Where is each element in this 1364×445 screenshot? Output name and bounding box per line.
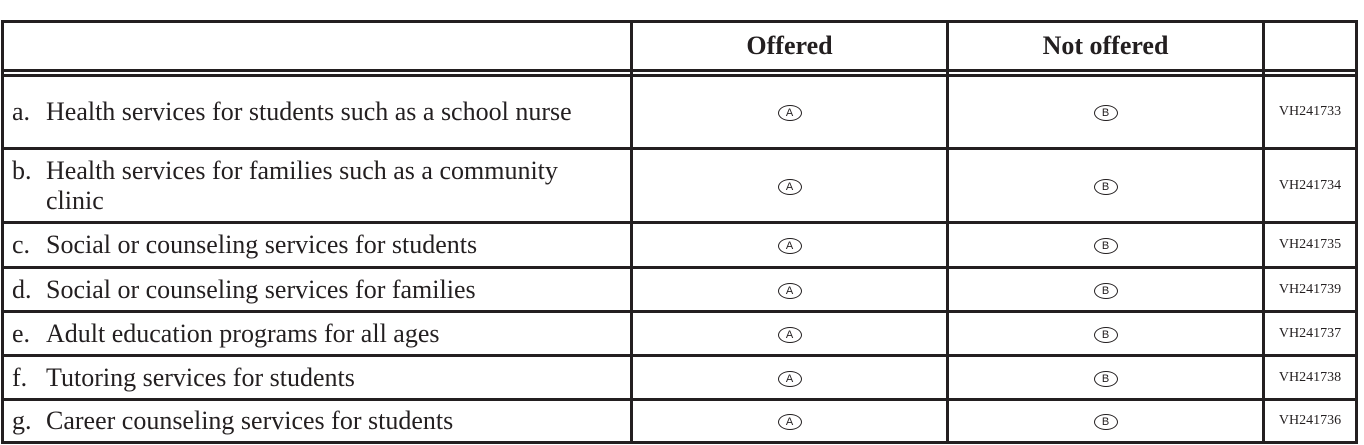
offered-bubble[interactable]: A — [777, 105, 802, 121]
not-offered-cell: B — [946, 266, 1265, 313]
item-letter: g. — [12, 406, 32, 435]
not-offered-bubble[interactable]: B — [1093, 326, 1118, 343]
item-code: VH241737 — [1262, 310, 1358, 357]
offered-bubble[interactable]: A — [777, 178, 802, 195]
offered-cell: A — [630, 74, 949, 150]
item-text: Health services for families such as a c… — [46, 155, 558, 215]
not-offered-cell: B — [946, 310, 1265, 357]
item-code: VH241734 — [1262, 147, 1358, 224]
item-text: Adult education programs for all ages — [46, 318, 440, 348]
offered-cell: A — [630, 266, 949, 313]
item-letter: a. — [12, 97, 31, 126]
table-row: f. Tutoring services for students A B VH2… — [1, 354, 1358, 401]
not-offered-bubble[interactable]: B — [1093, 414, 1118, 430]
item-cell: f. Tutoring services for students — [1, 354, 633, 401]
item-text: Health services for students such as a s… — [46, 97, 572, 126]
not-offered-bubble[interactable]: B — [1093, 178, 1118, 195]
offered-bubble[interactable]: A — [777, 414, 802, 430]
not-offered-bubble[interactable]: B — [1093, 105, 1118, 121]
not-offered-cell: B — [946, 354, 1265, 401]
not-offered-bubble[interactable]: B — [1093, 370, 1118, 387]
offered-cell: A — [630, 310, 949, 357]
item-text: Career counseling services for students — [46, 406, 454, 435]
item-letter: e. — [12, 318, 31, 348]
header-item — [1, 20, 633, 72]
item-cell: d. Social or counseling services for fami… — [1, 266, 633, 313]
header-row: Offered Not offered — [1, 20, 1358, 72]
table-row: a. Health services for students such as a… — [1, 74, 1358, 150]
offered-bubble[interactable]: A — [777, 282, 802, 299]
item-letter: f. — [12, 362, 28, 392]
not-offered-bubble[interactable]: B — [1093, 238, 1118, 254]
not-offered-cell: B — [946, 221, 1265, 269]
table-row: b. Health services for families such as a… — [1, 147, 1358, 224]
item-cell: e. Adult education programs for all ages — [1, 310, 633, 357]
offered-bubble[interactable]: A — [777, 326, 802, 343]
services-table: Offered Not offered a. Health services fo… — [1, 20, 1358, 444]
table-row: c. Social or counseling services for stud… — [1, 221, 1358, 269]
item-text: Social or counseling services for famili… — [46, 274, 476, 304]
not-offered-bubble[interactable]: B — [1093, 282, 1118, 299]
item-cell: c. Social or counseling services for stud… — [1, 221, 633, 269]
item-cell: g. Career counseling services for student… — [1, 398, 633, 444]
not-offered-cell: B — [946, 398, 1265, 444]
not-offered-cell: B — [946, 147, 1265, 224]
offered-bubble[interactable]: A — [777, 370, 802, 387]
offered-cell: A — [630, 221, 949, 269]
item-code: VH241739 — [1262, 266, 1358, 313]
table-row: e. Adult education programs for all ages … — [1, 310, 1358, 357]
item-cell: b. Health services for families such as a… — [1, 147, 633, 224]
item-text: Tutoring services for students — [46, 362, 355, 392]
table-row: g. Career counseling services for student… — [1, 398, 1358, 444]
item-code: VH241733 — [1262, 74, 1358, 150]
item-code: VH241736 — [1262, 398, 1358, 444]
offered-cell: A — [630, 398, 949, 444]
item-code: VH241738 — [1262, 354, 1358, 401]
offered-cell: A — [630, 147, 949, 224]
item-code: VH241735 — [1262, 221, 1358, 269]
item-letter: c. — [12, 230, 31, 259]
offered-bubble[interactable]: A — [777, 238, 802, 254]
not-offered-cell: B — [946, 74, 1265, 150]
item-letter: b. — [12, 155, 32, 185]
table-row: d. Social or counseling services for fami… — [1, 266, 1358, 313]
item-cell: a. Health services for students such as a… — [1, 74, 633, 150]
item-letter: d. — [12, 274, 32, 304]
header-not-offered: Not offered — [946, 20, 1265, 72]
header-offered: Offered — [630, 20, 949, 72]
item-text: Social or counseling services for studen… — [46, 230, 478, 259]
header-code — [1262, 20, 1358, 72]
offered-cell: A — [630, 354, 949, 401]
